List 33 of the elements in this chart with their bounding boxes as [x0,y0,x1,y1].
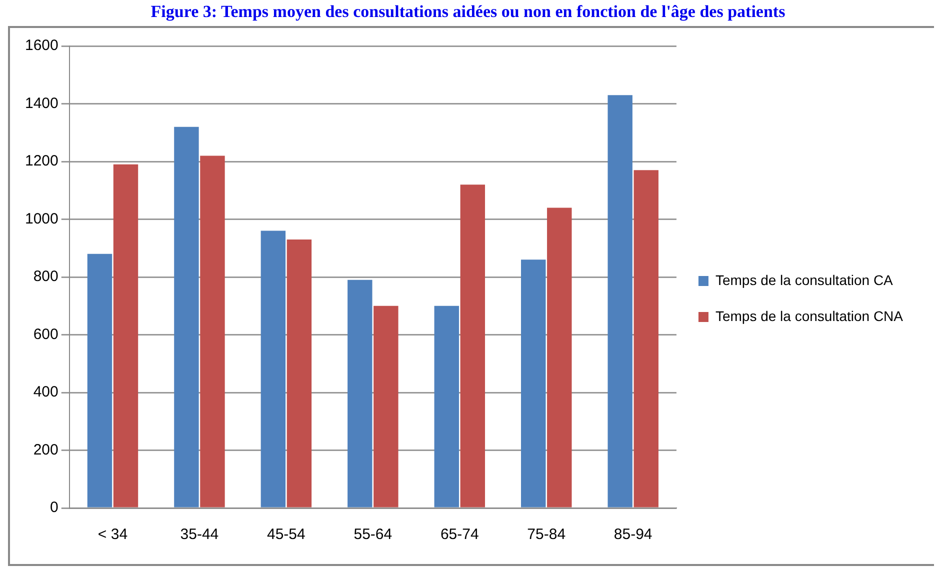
bar [260,230,286,508]
y-tick-label: 800 [33,268,58,286]
x-tick-label: 35-44 [180,526,219,544]
bar [434,306,459,508]
x-tick-label: < 34 [98,526,128,544]
bar [113,164,138,508]
y-tick-label: 600 [33,326,58,343]
bar [348,280,372,508]
bar [87,254,112,508]
bar [374,306,398,508]
bar [460,184,486,508]
y-tick-label: 400 [33,384,58,401]
y-tick-label: 1000 [24,210,58,228]
chart-title: Figure 3: Temps moyen des consultations aidées ou non en fonction de l'âge des patients [150,2,786,23]
bar [608,95,632,508]
bar [174,126,199,508]
y-tick-label: 0 [50,499,58,516]
bar [634,170,658,508]
legend-label: Temps de la consultation CA [715,272,894,288]
y-tick-label: 1200 [24,152,58,170]
bar [200,156,225,508]
bar [521,260,546,508]
x-tick-label: 55-64 [354,526,392,544]
x-tick-label: 75-84 [527,526,566,544]
bar [547,208,572,508]
legend-label: Temps de la consultation CNA [715,308,904,324]
bar [286,239,312,508]
y-tick-label: 1400 [24,94,58,112]
x-tick-label: 85-94 [614,526,652,544]
y-tick-label: 1600 [24,37,58,54]
x-tick-label: 65-74 [440,526,479,544]
x-tick-label: 45-54 [267,526,306,544]
y-tick-label: 200 [33,441,58,458]
